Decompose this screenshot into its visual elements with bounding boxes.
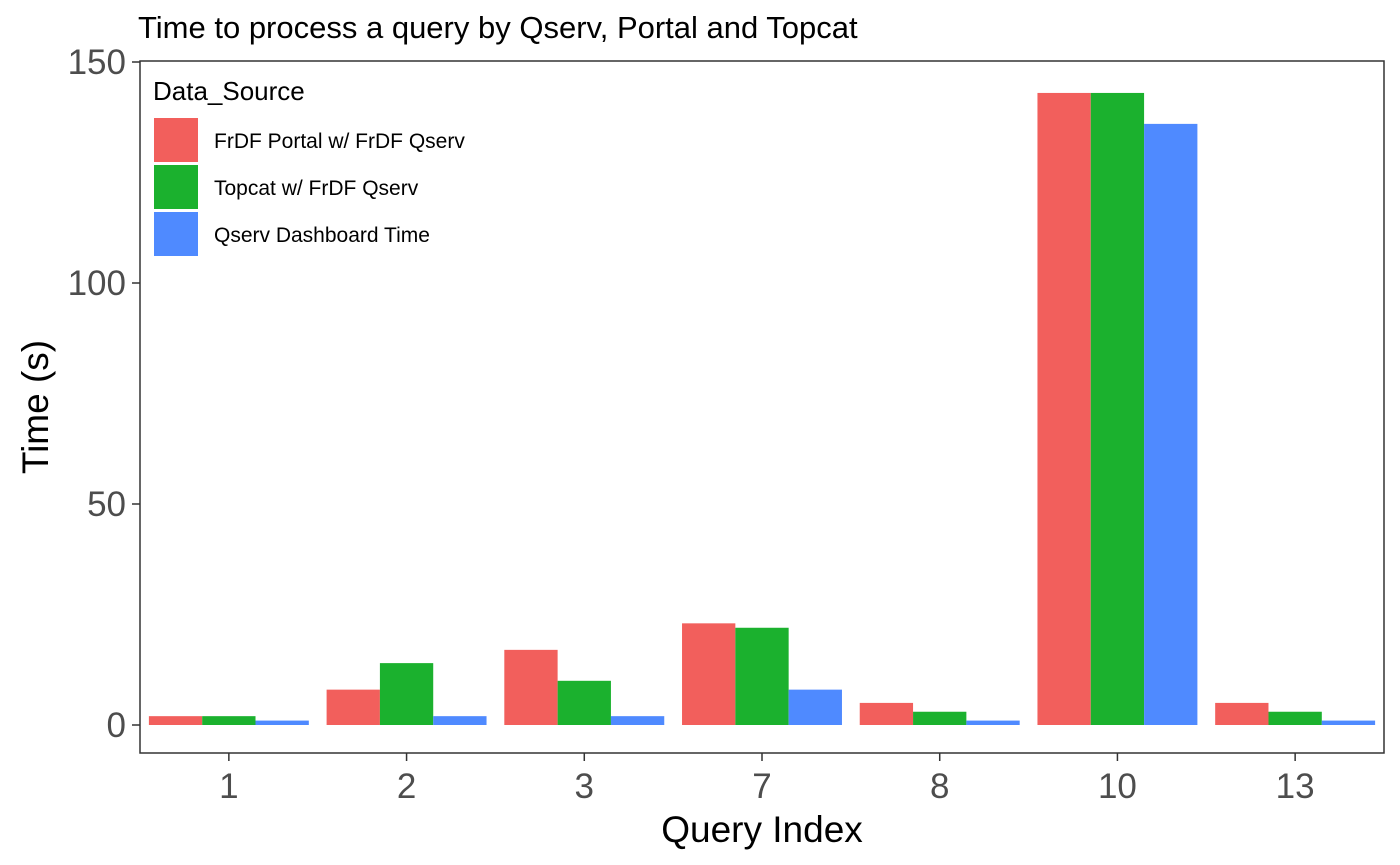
x-axis: 1 2 3 7 8 10 13: [219, 753, 1315, 806]
y-tick-label: 150: [68, 43, 126, 82]
x-tick-label: 1: [219, 767, 238, 806]
legend: Data_Source FrDF Portal w/ FrDF Qserv Top…: [153, 76, 465, 256]
bar-13-series-3: [1321, 720, 1376, 725]
bar-3-series-2: [557, 680, 611, 725]
bar-2-series-2: [379, 663, 434, 725]
legend-label-1: FrDF Portal w/ FrDF Qserv: [214, 130, 465, 153]
bar-7-series-3: [788, 689, 842, 725]
bar-3-series-1: [504, 649, 558, 725]
bar-2-series-3: [433, 716, 487, 725]
bar-1-series-1: [148, 716, 203, 725]
bar-3-series-3: [610, 716, 665, 725]
chart-title: Time to process a query by Qserv, Portal…: [138, 10, 858, 45]
bar-10-series-3: [1144, 123, 1198, 725]
bar-10-series-2: [1090, 92, 1145, 725]
x-tick-label: 10: [1098, 767, 1137, 806]
x-tick-label: 13: [1276, 767, 1315, 806]
y-tick-label: 50: [87, 485, 126, 524]
x-tick-label: 2: [397, 767, 416, 806]
bar-8-series-2: [913, 711, 967, 725]
x-tick-label: 3: [575, 767, 594, 806]
legend-key-2: [154, 165, 198, 209]
y-axis-label: Time (s): [15, 340, 56, 474]
x-tick-label: 8: [930, 767, 949, 806]
legend-key-3: [154, 212, 198, 256]
bar-1-series-2: [202, 716, 256, 725]
y-tick-label: 100: [68, 264, 126, 303]
legend-key-1: [154, 118, 198, 162]
y-axis: 0 50 100 150: [68, 43, 140, 745]
bar-7-series-2: [735, 627, 789, 725]
x-tick-label: 7: [752, 767, 771, 806]
bar-8-series-3: [966, 720, 1020, 725]
bar-2-series-1: [326, 689, 380, 725]
bar-7-series-1: [682, 623, 736, 725]
legend-title: Data_Source: [153, 76, 305, 106]
legend-label-2: Topcat w/ FrDF Qserv: [214, 177, 419, 200]
legend-label-3: Qserv Dashboard Time: [214, 224, 430, 247]
bar-13-series-2: [1268, 711, 1322, 725]
bar-10-series-1: [1037, 92, 1091, 725]
y-tick-label: 0: [107, 706, 126, 745]
bars: [148, 92, 1376, 725]
bar-8-series-1: [859, 702, 914, 725]
x-axis-label: Query Index: [661, 809, 863, 850]
bar-1-series-3: [255, 720, 309, 725]
bar-13-series-1: [1215, 702, 1269, 725]
